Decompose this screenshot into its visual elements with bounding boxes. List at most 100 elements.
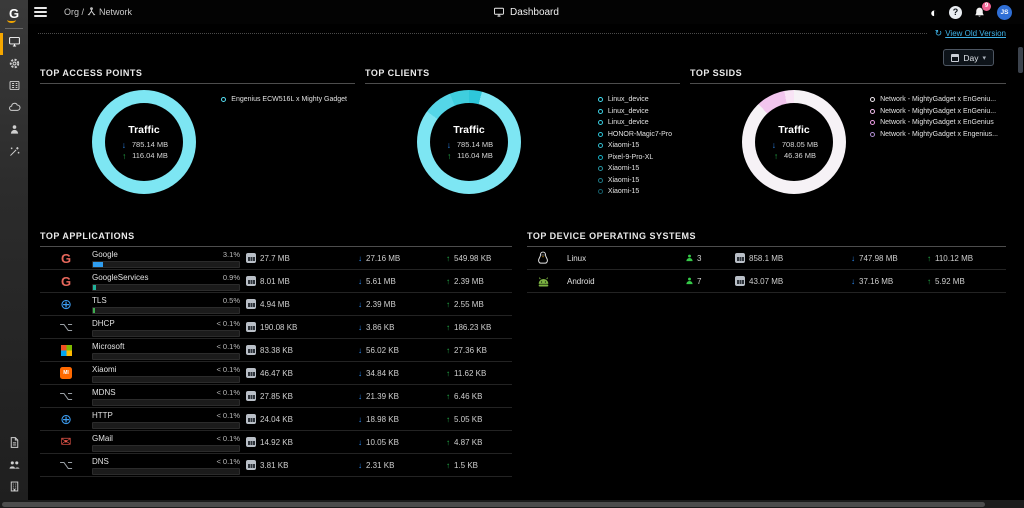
help-icon[interactable]: ? [949,5,962,19]
user-icon [8,123,21,141]
engenius-logo[interactable] [0,0,28,26]
table-row[interactable]: Linux 3 858.1 MB 747.98 MB 110.12 MB [527,247,1006,270]
notifications-button[interactable]: 9 [973,1,991,19]
legend-item[interactable]: HONOR-Magic7-Pro [597,130,672,138]
table-row[interactable]: GMail < 0.1% 14.92 KB 10.05 KB 4.87 KB [40,431,512,454]
app-icon [58,388,74,404]
upload-arrow-icon [446,323,450,332]
total-value: 14.92 KB [260,437,293,447]
download-value: 785.14 MB [456,140,494,149]
table-row[interactable]: MDNS < 0.1% 27.85 KB 21.39 KB 6.46 KB [40,385,512,408]
app-icon [60,367,72,379]
table-row[interactable]: Xiaomi < 0.1% 46.47 KB 34.84 KB 11.62 KB [40,362,512,385]
download-arrow-icon [358,415,362,424]
sidebar-item-dashboard[interactable] [0,33,28,55]
notification-badge: 9 [982,1,991,11]
upload-value: 6.46 KB [454,391,483,401]
legend-item[interactable]: Network - MightyGadget x EnGenius [870,119,998,126]
breadcrumb-network[interactable]: Network [99,7,133,17]
legend-item[interactable]: Pixel-9-Pro-XL [597,153,672,161]
view-old-version-link[interactable]: ↻ View Old Version [934,28,1006,38]
legend-item[interactable]: Engenius ECW516L x Mighty Gadget [221,96,347,103]
traffic-label: Traffic [128,123,160,136]
app-name: GoogleServices [92,272,149,282]
legend-marker-icon [870,97,876,102]
horizontal-scrollbar[interactable] [0,500,1024,508]
download-value: 5.61 MB [366,276,396,286]
clients-donut-chart[interactable]: Traffic 785.14 MB 116.04 MB [417,90,521,194]
section-title: TOP CLIENTS [365,68,680,84]
legend-label: Xiaomi-15 [607,165,640,172]
total-value: 8.01 MB [260,276,290,286]
table-row[interactable]: Google 3.1% 27.7 MB 27.16 MB 549.98 KB [40,247,512,270]
people-icon [8,458,21,476]
total-value: 190.08 KB [260,322,298,332]
sidebar-item-settings[interactable] [0,55,28,77]
legend-label: Linux_device [607,119,649,126]
breadcrumb-org[interactable]: Org / [64,7,85,17]
section-title: TOP ACCESS POINTS [40,68,355,84]
sidebar-item-reports[interactable] [0,77,28,99]
legend-item[interactable]: Linux_device [597,96,672,103]
app-icon [60,344,72,356]
total-value: 27.85 KB [260,391,293,401]
monitor-icon [8,35,21,53]
access-points-donut-chart[interactable]: Traffic 785.14 MB 116.04 MB [92,90,196,194]
usage-bar [92,375,240,383]
legend-label: HONOR-Magic7-Pro [607,130,672,138]
legend-item[interactable]: Xiaomi-15 [597,188,672,195]
table-row[interactable]: GoogleServices 0.9% 8.01 MB 5.61 MB 2.39… [40,270,512,293]
vertical-scrollbar-thumb[interactable] [1018,47,1023,73]
table-row[interactable]: DNS < 0.1% 3.81 KB 2.31 KB 1.5 KB [40,454,512,477]
app-name: MDNS [92,387,116,397]
sidebar-item-clients[interactable] [0,121,28,143]
app-name: DHCP [92,318,115,328]
hamburger-menu-button[interactable] [34,6,60,18]
ssids-donut-chart[interactable]: Traffic 708.05 MB 46.36 MB [742,90,846,194]
usage-bar-fill [93,284,96,290]
theme-toggle-icon[interactable]: ◐ [930,4,938,20]
legend-item[interactable]: Network - MightyGadget x Engenius... [870,131,998,138]
table-row[interactable]: DHCP < 0.1% 190.08 KB 3.86 KB 186.23 KB [40,316,512,339]
upload-arrow-icon [446,254,450,263]
sidebar-item-wizard[interactable] [0,143,28,165]
legend-item[interactable]: Linux_device [597,108,672,115]
table-row[interactable]: Microsoft < 0.1% 83.38 KB 56.02 KB 27.36… [40,339,512,362]
download-value: 34.84 KB [366,368,399,378]
table-row[interactable]: TLS 0.5% 4.94 MB 2.39 MB 2.55 MB [40,293,512,316]
legend-label: Network - MightyGadget x EnGenius [880,119,994,126]
download-arrow-icon [358,323,362,332]
clients-count: 3 [697,253,702,263]
legend-label: Network - MightyGadget x EnGeniu... [880,107,997,115]
sidebar-item-documents[interactable] [0,434,28,456]
download-value: 3.86 KB [366,322,395,332]
download-arrow-icon [120,140,128,150]
sidebar-item-team[interactable] [0,456,28,478]
table-row[interactable]: HTTP < 0.1% 24.04 KB 18.98 KB 5.05 KB [40,408,512,431]
app-icon [58,457,74,473]
legend-item[interactable]: Xiaomi-15 [597,142,672,149]
legend-item[interactable]: Network - MightyGadget x EnGeniu... [870,96,998,103]
legend-item[interactable]: Xiaomi-15 [597,165,672,172]
total-value: 3.81 KB [260,460,289,470]
legend-item[interactable]: Xiaomi-15 [597,177,672,184]
app-icon [58,273,74,289]
total-value: 43.07 MB [749,276,784,286]
legend-item[interactable]: Linux_device [597,119,672,126]
traffic-label: Traffic [778,123,810,136]
sidebar-item-organization[interactable] [0,478,28,500]
time-range-select[interactable]: Day ▾ [943,49,994,66]
total-value: 4.94 MB [260,299,290,309]
download-value: 2.39 MB [366,299,396,309]
horizontal-scrollbar-thumb[interactable] [2,501,986,507]
os-icon [536,251,550,265]
avatar[interactable]: JS [997,4,1012,20]
table-row[interactable]: Android 7 43.07 MB 37.16 MB 5.92 MB [527,270,1006,293]
legend-label: Pixel-9-Pro-XL [607,153,654,161]
total-value: 83.38 KB [260,345,293,355]
app-percent: 3.1% [222,249,240,259]
legend-item[interactable]: Network - MightyGadget x EnGeniu... [870,108,998,115]
sidebar-item-cloud[interactable] [0,99,28,121]
breadcrumb[interactable]: Org / Network [64,6,133,18]
app-percent: < 0.1% [216,387,240,397]
